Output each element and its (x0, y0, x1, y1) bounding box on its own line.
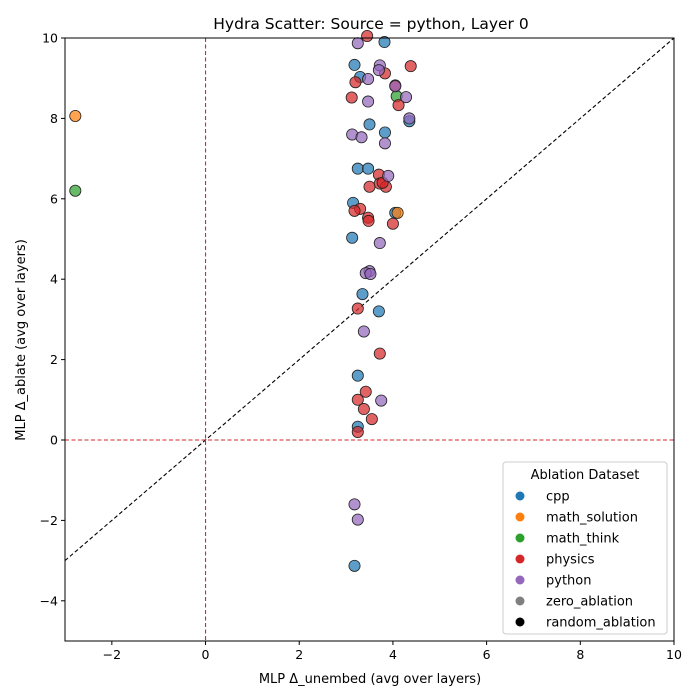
legend-title: Ablation Dataset (531, 468, 640, 483)
legend-label-math_think: math_think (546, 532, 620, 547)
x-tick-label: 0 (202, 647, 210, 662)
legend-label-random_ablation: random_ablation (546, 616, 656, 631)
legend-label-python: python (546, 574, 591, 589)
y-tick-label: 2 (50, 352, 58, 367)
point-cpp (372, 305, 385, 318)
y-tick-label: −4 (40, 593, 58, 608)
y-axis-ticks: −4 −2 0 2 4 6 8 10 (40, 31, 65, 608)
y-tick-label: 0 (50, 433, 58, 448)
x-tick-label: 2 (295, 647, 303, 662)
point-physics (365, 413, 378, 426)
x-tick-label: −2 (103, 647, 121, 662)
data-points (69, 29, 417, 572)
y-axis-label: MLP Δ_ablate (avg over layers) (14, 239, 29, 441)
point-physics (359, 385, 372, 398)
legend: Ablation Dataset cpp math_solution math_th… (502, 461, 668, 635)
point-python (357, 325, 370, 338)
legend-marker-cpp (515, 491, 525, 501)
point-physics (351, 393, 364, 406)
y-tick-label: 6 (50, 191, 58, 206)
legend-box (502, 461, 668, 635)
point-cpp (348, 559, 361, 572)
point-cpp (378, 36, 391, 49)
legend-label-math_solution: math_solution (546, 511, 638, 526)
legend-label-physics: physics (546, 553, 595, 568)
x-tick-label: 4 (389, 647, 397, 662)
point-cpp (362, 162, 375, 175)
reference-lines (65, 38, 674, 641)
legend-marker-physics (515, 554, 525, 564)
point-cpp (351, 369, 364, 382)
point-python (389, 80, 402, 93)
identity-diagonal-line (65, 38, 674, 562)
point-python (355, 131, 368, 144)
point-physics (351, 425, 364, 438)
legend-marker-math_think (515, 533, 525, 543)
point-python (351, 37, 364, 50)
point-math_think (69, 184, 82, 197)
x-axis-ticks: −2 0 2 4 6 8 10 (103, 641, 682, 662)
x-axis-label: MLP Δ_unembed (avg over layers) (259, 672, 481, 687)
point-cpp (378, 126, 391, 139)
point-physics (348, 204, 361, 217)
point-physics (373, 347, 386, 360)
point-python (372, 64, 385, 77)
point-math_solution (69, 109, 82, 122)
point-python (378, 137, 391, 150)
point-physics (404, 60, 417, 73)
y-tick-label: −2 (40, 513, 58, 528)
point-cpp (351, 162, 364, 175)
plot-area-frame (64, 37, 675, 642)
point-physics (362, 214, 375, 227)
y-tick-label: 10 (42, 31, 58, 46)
point-math_solution (391, 206, 404, 219)
point-physics (357, 403, 370, 416)
point-python (373, 237, 386, 250)
point-physics (361, 29, 374, 42)
point-physics (386, 217, 399, 230)
point-physics (392, 99, 405, 112)
legend-marker-python (515, 575, 525, 585)
legend-marker-math_solution (515, 512, 525, 522)
point-python (351, 513, 364, 526)
point-physics (349, 76, 362, 89)
point-cpp (356, 288, 369, 301)
legend-label-cpp: cpp (546, 490, 570, 505)
point-python (400, 91, 413, 104)
point-python (364, 267, 377, 280)
point-physics (363, 180, 376, 193)
point-cpp (348, 58, 361, 71)
y-tick-label: 4 (50, 272, 58, 287)
legend-marker-zero_ablation (515, 596, 525, 606)
point-physics (345, 91, 358, 104)
point-python (375, 394, 388, 407)
point-physics (351, 302, 364, 315)
point-python (403, 112, 416, 125)
chart-title: Hydra Scatter: Source = python, Layer 0 (213, 15, 528, 33)
point-python (362, 95, 375, 108)
y-tick-label: 8 (50, 111, 58, 126)
x-tick-label: 6 (483, 647, 491, 662)
x-tick-label: 8 (576, 647, 584, 662)
x-tick-label: 10 (666, 647, 682, 662)
point-cpp (346, 231, 359, 244)
point-python (348, 498, 361, 511)
point-cpp (363, 118, 376, 131)
point-python (382, 169, 395, 182)
legend-marker-random_ablation (515, 617, 525, 627)
legend-label-zero_ablation: zero_ablation (546, 595, 633, 610)
point-python (362, 73, 375, 86)
